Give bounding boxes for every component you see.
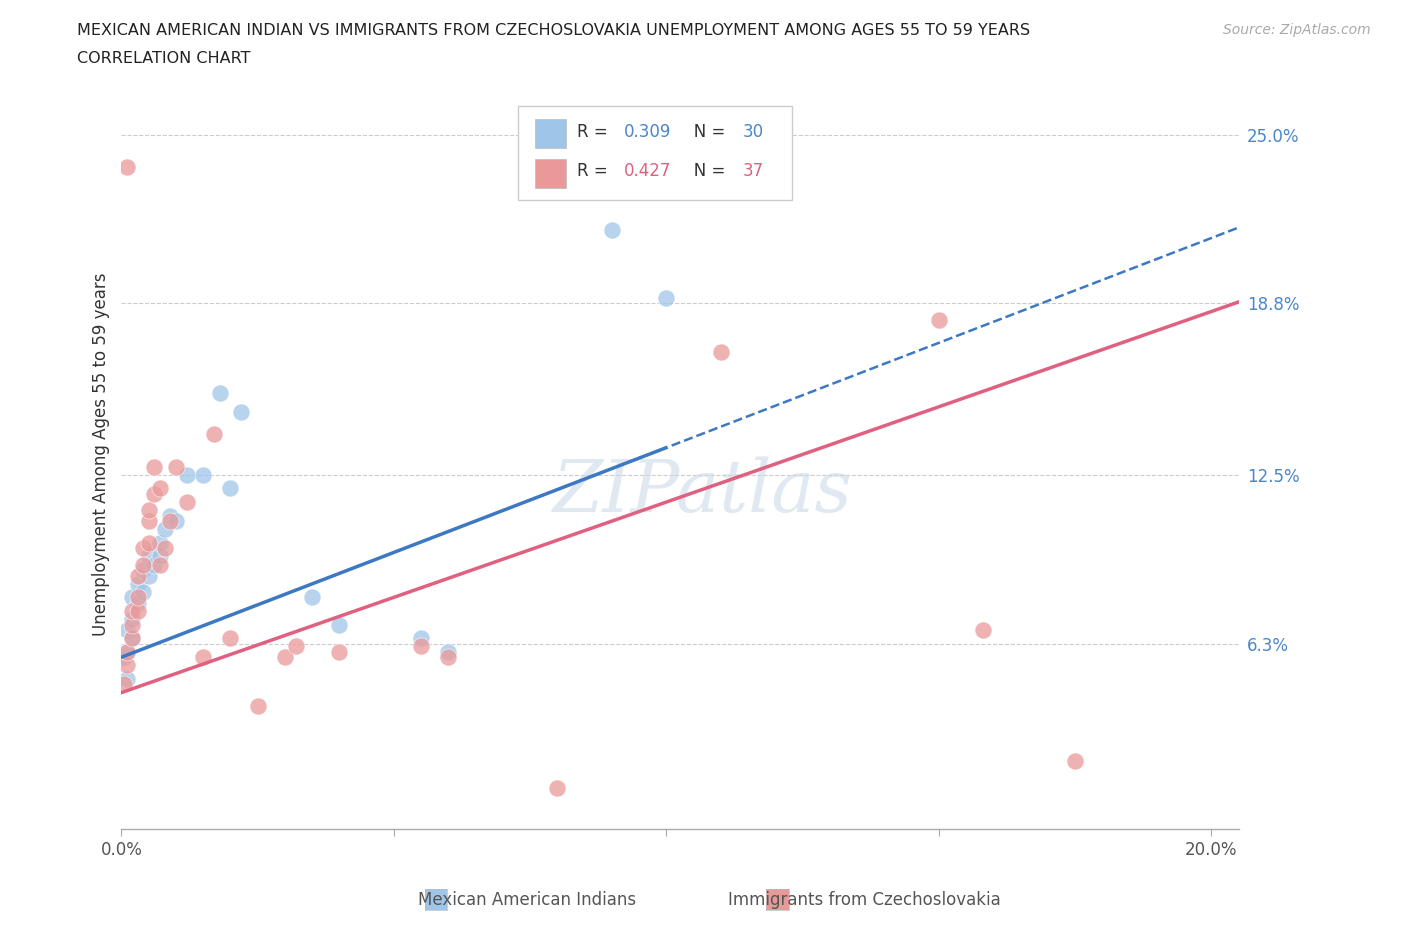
Point xyxy=(121,612,143,627)
Point xyxy=(208,386,231,401)
Text: MEXICAN AMERICAN INDIAN VS IMMIGRANTS FROM CZECHOSLOVAKIA UNEMPLOYMENT AMONG AGE: MEXICAN AMERICAN INDIAN VS IMMIGRANTS FR… xyxy=(77,23,1031,38)
Point xyxy=(546,780,568,795)
Text: 0.427: 0.427 xyxy=(624,162,672,180)
Point xyxy=(437,650,460,665)
Point xyxy=(159,508,181,523)
Point xyxy=(411,631,433,645)
Point xyxy=(138,549,160,564)
Point xyxy=(219,631,242,645)
Text: CORRELATION CHART: CORRELATION CHART xyxy=(77,51,250,66)
Point xyxy=(115,671,138,686)
Point xyxy=(132,584,155,599)
Text: ZIPatlas: ZIPatlas xyxy=(553,457,852,527)
Point xyxy=(231,405,253,419)
Point xyxy=(301,590,323,604)
Point xyxy=(149,536,172,551)
Point xyxy=(132,541,155,556)
Point xyxy=(149,557,172,572)
Point xyxy=(115,160,138,175)
Point xyxy=(274,650,297,665)
Text: 0.309: 0.309 xyxy=(624,123,672,140)
Text: N =: N = xyxy=(678,162,731,180)
Point xyxy=(193,650,215,665)
Point xyxy=(127,568,149,583)
Text: 37: 37 xyxy=(742,162,763,180)
Point xyxy=(165,459,187,474)
Text: R =: R = xyxy=(578,123,613,140)
Point xyxy=(328,618,350,632)
Text: Immigrants from Czechoslovakia: Immigrants from Czechoslovakia xyxy=(728,891,1001,910)
Point xyxy=(437,644,460,659)
Point xyxy=(143,459,166,474)
Point xyxy=(127,604,149,618)
Point xyxy=(219,481,242,496)
Point xyxy=(132,563,155,578)
Point xyxy=(284,639,307,654)
Point xyxy=(115,658,138,672)
Point xyxy=(202,427,225,442)
Point xyxy=(138,536,160,551)
Point xyxy=(143,557,166,572)
Point xyxy=(600,222,623,237)
Point xyxy=(115,644,138,659)
Text: R =: R = xyxy=(578,162,613,180)
Point xyxy=(121,590,143,604)
Point xyxy=(138,568,160,583)
Point xyxy=(928,312,950,327)
Text: Mexican American Indians: Mexican American Indians xyxy=(418,891,637,910)
Point xyxy=(127,595,149,610)
Point xyxy=(112,650,135,665)
Point xyxy=(112,677,135,692)
Point xyxy=(149,549,172,564)
Point xyxy=(121,631,143,645)
Point xyxy=(246,698,269,713)
Point xyxy=(972,622,994,637)
Point xyxy=(121,604,143,618)
Point xyxy=(176,495,198,510)
Point xyxy=(121,618,143,632)
Point xyxy=(121,631,143,645)
Point xyxy=(127,577,149,591)
Point xyxy=(193,468,215,483)
Bar xyxy=(534,159,567,188)
Point xyxy=(655,290,678,305)
Point xyxy=(153,541,176,556)
Point xyxy=(1064,753,1087,768)
Point xyxy=(115,644,138,659)
Point xyxy=(143,486,166,501)
Y-axis label: Unemployment Among Ages 55 to 59 years: Unemployment Among Ages 55 to 59 years xyxy=(93,272,110,636)
Point xyxy=(710,345,733,360)
Point xyxy=(127,590,149,604)
Point xyxy=(159,513,181,528)
Point xyxy=(153,522,176,537)
Point xyxy=(149,481,172,496)
Bar xyxy=(534,119,567,148)
Text: 30: 30 xyxy=(742,123,763,140)
FancyBboxPatch shape xyxy=(517,106,792,200)
Text: Source: ZipAtlas.com: Source: ZipAtlas.com xyxy=(1223,23,1371,37)
Point xyxy=(138,503,160,518)
Point xyxy=(176,468,198,483)
Point xyxy=(138,513,160,528)
Point xyxy=(115,622,138,637)
Point xyxy=(411,639,433,654)
Point xyxy=(328,644,350,659)
Text: N =: N = xyxy=(678,123,731,140)
Point xyxy=(132,557,155,572)
Point xyxy=(165,513,187,528)
